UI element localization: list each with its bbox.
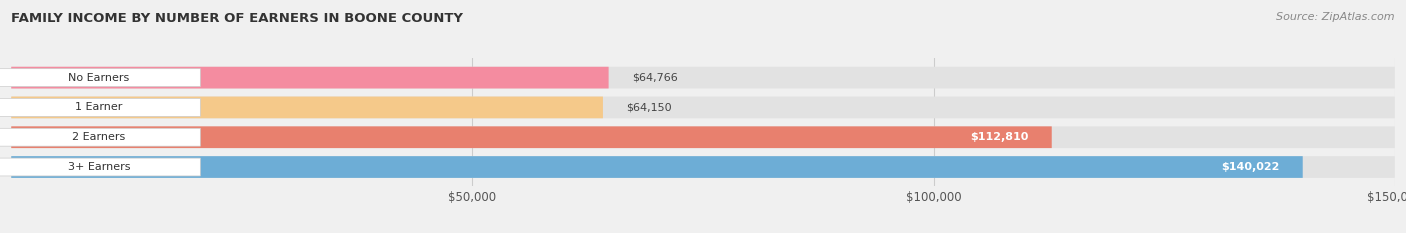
Text: 3+ Earners: 3+ Earners [67, 162, 131, 172]
Text: 1 Earner: 1 Earner [75, 103, 122, 113]
FancyBboxPatch shape [11, 96, 1395, 118]
Text: Source: ZipAtlas.com: Source: ZipAtlas.com [1277, 12, 1395, 22]
FancyBboxPatch shape [11, 96, 603, 118]
Text: $112,810: $112,810 [970, 132, 1029, 142]
Text: $64,766: $64,766 [631, 73, 678, 83]
Text: 2 Earners: 2 Earners [72, 132, 125, 142]
FancyBboxPatch shape [0, 99, 200, 116]
FancyBboxPatch shape [11, 67, 1395, 89]
Text: FAMILY INCOME BY NUMBER OF EARNERS IN BOONE COUNTY: FAMILY INCOME BY NUMBER OF EARNERS IN BO… [11, 12, 463, 25]
FancyBboxPatch shape [0, 69, 200, 86]
FancyBboxPatch shape [11, 156, 1395, 178]
Text: $64,150: $64,150 [626, 103, 672, 113]
FancyBboxPatch shape [11, 67, 609, 89]
FancyBboxPatch shape [11, 126, 1395, 148]
FancyBboxPatch shape [11, 156, 1303, 178]
FancyBboxPatch shape [0, 158, 200, 176]
FancyBboxPatch shape [11, 126, 1052, 148]
Text: No Earners: No Earners [69, 73, 129, 83]
Text: $140,022: $140,022 [1222, 162, 1279, 172]
FancyBboxPatch shape [0, 128, 200, 146]
